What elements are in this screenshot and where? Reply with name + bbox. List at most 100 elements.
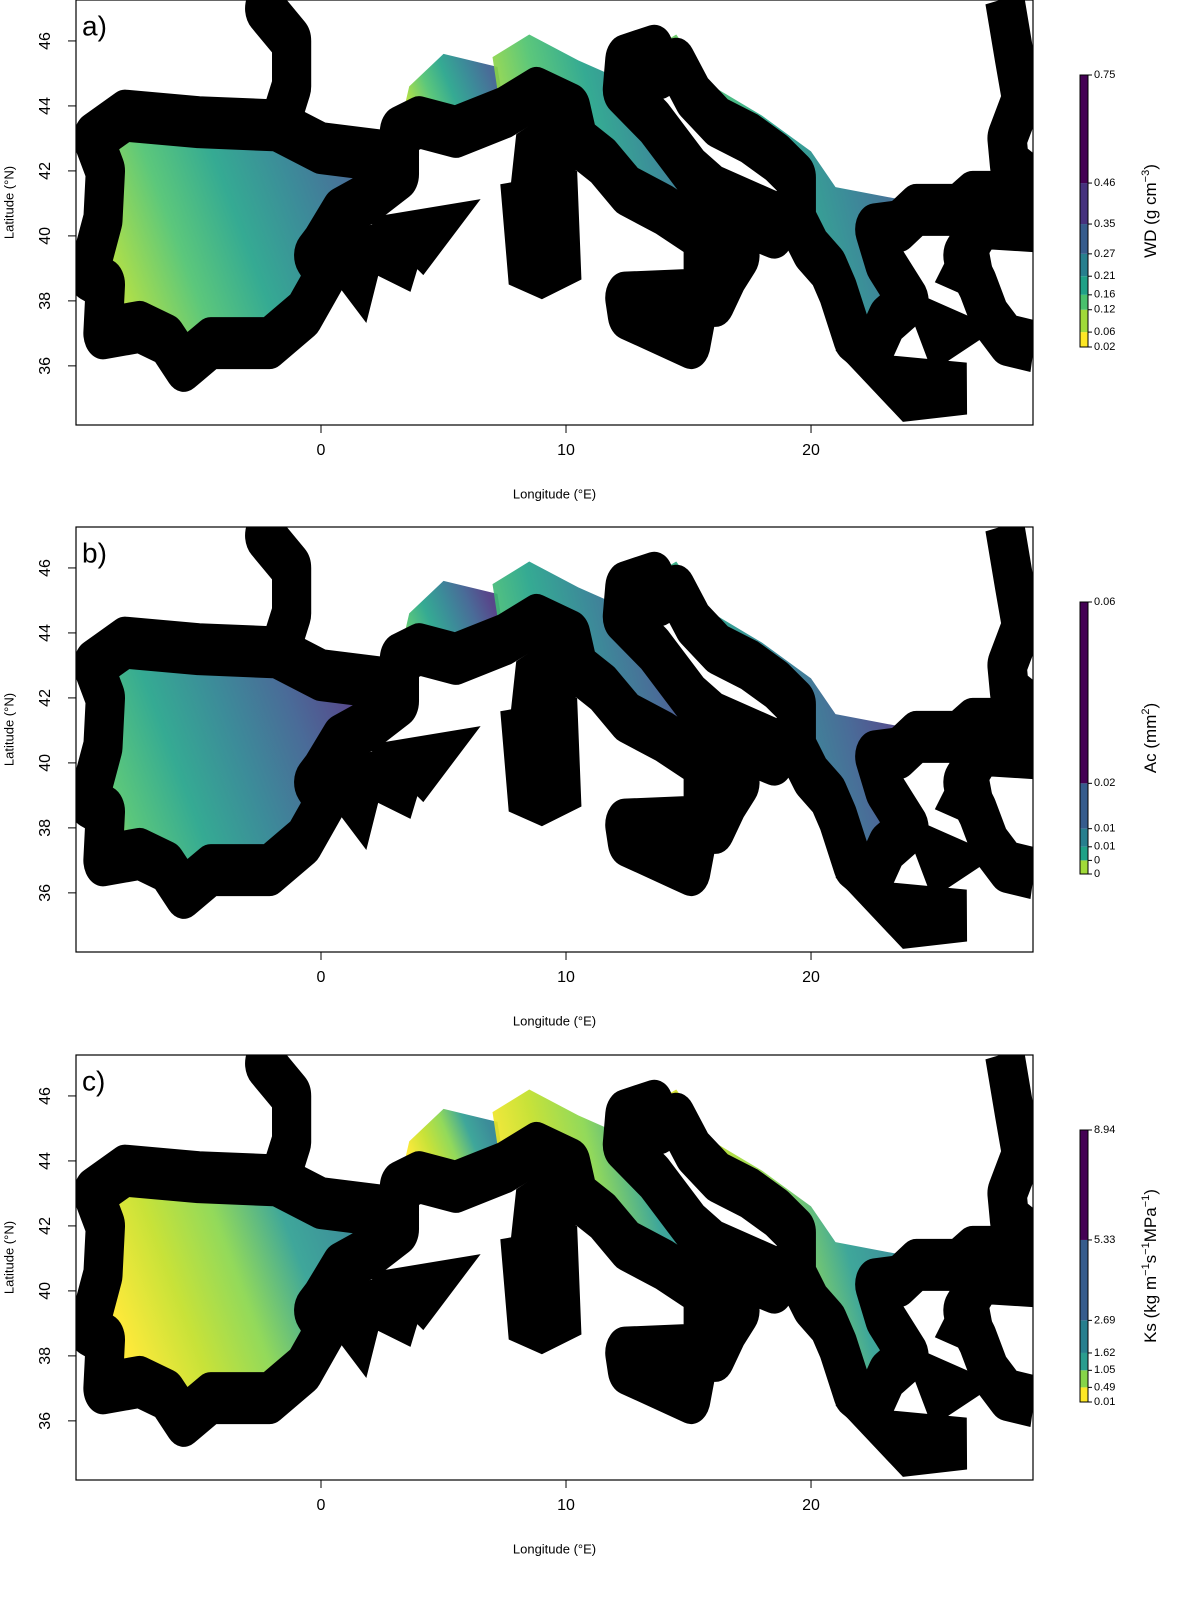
y-tick-label: 40 — [37, 1282, 54, 1300]
colorbar-segment — [1080, 828, 1088, 847]
colorbar-tick-label: 0.01 — [1094, 841, 1115, 853]
panel-label: c) — [82, 1065, 105, 1096]
colorbar-title: Ac (mm2) — [1140, 703, 1161, 773]
colorbar-tick-label: 0.21 — [1094, 270, 1115, 282]
colorbar-tick-label: 1.62 — [1094, 1347, 1115, 1359]
colorbar-tick-label: 1.05 — [1094, 1364, 1115, 1376]
colorbar-tick-label: 0.02 — [1094, 341, 1115, 353]
y-tick-label: 42 — [37, 689, 54, 707]
colorbar-tick-label: 0.01 — [1094, 1396, 1115, 1408]
colorbar-frame — [1079, 74, 1089, 348]
x-tick-label: 0 — [317, 969, 326, 986]
y-tick-label: 44 — [37, 97, 54, 115]
colorbar-title-part: MPa — [1141, 1207, 1160, 1243]
colorbar-tick-label: 0.46 — [1094, 177, 1115, 189]
colorbar-tick-label: 0 — [1094, 868, 1100, 880]
colorbar-title-part: WD (g cm — [1141, 182, 1160, 258]
colorbar-title-part: Ks (kg m — [1141, 1276, 1160, 1343]
y-tick-label: 46 — [37, 32, 54, 50]
colorbar-tick-label: 2.69 — [1094, 1314, 1115, 1326]
y-tick-label: 36 — [37, 884, 54, 902]
colorbar-tick-label: 0.49 — [1094, 1381, 1115, 1393]
x-tick-label: 20 — [802, 1497, 820, 1514]
colorbar-tick-label: 0.12 — [1094, 304, 1115, 316]
map-geometry — [88, 1054, 1034, 1450]
y-tick-label: 38 — [37, 1347, 54, 1365]
y-tick-label: 46 — [37, 559, 54, 577]
colorbar-segment — [1080, 1370, 1088, 1388]
y-tick-label: 36 — [37, 357, 54, 375]
y-tick-label: 38 — [37, 819, 54, 837]
colorbar-tick-label: 0.27 — [1094, 248, 1115, 260]
y-tick-label: 46 — [37, 1087, 54, 1105]
colorbar-title-part: ) — [1141, 703, 1160, 709]
colorbar-title: Ks (kg m−1s−1MPa−1) — [1140, 1189, 1161, 1343]
x-tick-label: 20 — [802, 442, 820, 459]
colorbar-tick-label: 8.94 — [1094, 1124, 1115, 1136]
x-axis-title: Longitude (°E) — [513, 486, 596, 501]
y-axis-title: Latitude (°N) — [1, 1221, 16, 1294]
colorbar-tick-label: 0.01 — [1094, 823, 1115, 835]
colorbar-title: WD (g cm−3) — [1140, 164, 1161, 258]
y-axis-title: Latitude (°N) — [1, 166, 16, 239]
colorbar-title-part: Ac (mm — [1141, 715, 1160, 774]
colorbar-segment — [1080, 846, 1088, 861]
x-axis-title: Longitude (°E) — [513, 1541, 596, 1556]
colorbar-title-part: ) — [1141, 1189, 1160, 1195]
colorbar-frame — [1079, 1129, 1089, 1403]
x-tick-label: 0 — [317, 1497, 326, 1514]
colorbar-segment — [1080, 1130, 1088, 1240]
colorbar-frame — [1079, 601, 1089, 875]
y-tick-label: 36 — [37, 1412, 54, 1430]
colorbar-tick-label: 5.33 — [1094, 1234, 1115, 1246]
panel-label: b) — [82, 537, 107, 568]
map-geometry — [88, 526, 1034, 922]
colorbar-segment — [1080, 309, 1088, 333]
y-axis-title: Latitude (°N) — [1, 693, 16, 766]
y-tick-label: 42 — [37, 162, 54, 180]
colorbar-tick-label: 0.16 — [1094, 289, 1115, 301]
colorbar-segment — [1080, 602, 1088, 784]
y-tick-label: 40 — [37, 754, 54, 772]
colorbar-tick-label: 0.75 — [1094, 69, 1115, 81]
map-geometry — [88, 0, 1034, 395]
colorbar-title-part: −1 — [1140, 1263, 1152, 1276]
map-panel — [88, 0, 1034, 395]
y-tick-label: 44 — [37, 1152, 54, 1170]
colorbar-tick-label: 0.02 — [1094, 777, 1115, 789]
plot-frame — [75, 1054, 1034, 1481]
colorbar-tick-label: 0 — [1094, 854, 1100, 866]
colorbar-segment — [1080, 183, 1088, 225]
panel-label: a) — [82, 10, 107, 41]
colorbar-tick-label: 0.35 — [1094, 218, 1115, 230]
map-panel — [88, 526, 1034, 922]
map-panel — [88, 1054, 1034, 1450]
y-tick-label: 44 — [37, 624, 54, 642]
x-tick-label: 10 — [557, 1497, 575, 1514]
y-tick-label: 38 — [37, 292, 54, 310]
colorbar-segment — [1080, 75, 1088, 184]
colorbar-segment — [1080, 1239, 1088, 1321]
colorbar-segment — [1080, 224, 1088, 254]
colorbar-title-part: 2 — [1140, 709, 1152, 715]
colorbar-segment — [1080, 253, 1088, 277]
colorbar-segment — [1080, 1320, 1088, 1353]
colorbar-title-part: −3 — [1140, 170, 1152, 183]
x-tick-label: 20 — [802, 969, 820, 986]
colorbar-title-part: ) — [1141, 164, 1160, 170]
y-tick-label: 42 — [37, 1217, 54, 1235]
plot-frame — [75, 0, 1034, 426]
colorbar-segment — [1080, 276, 1088, 295]
colorbar-segment — [1080, 783, 1088, 829]
colorbar-title-part: −1 — [1140, 1242, 1152, 1255]
colorbar-tick-label: 0.06 — [1094, 596, 1115, 608]
plot-frame — [75, 526, 1034, 953]
colorbar-tick-label: 0.06 — [1094, 326, 1115, 338]
colorbar-segment — [1080, 1352, 1088, 1371]
x-tick-label: 10 — [557, 969, 575, 986]
colorbar-segment — [1080, 1387, 1088, 1402]
colorbar-segment — [1080, 294, 1088, 310]
x-tick-label: 0 — [317, 442, 326, 459]
colorbar-title-part: −1 — [1140, 1195, 1152, 1208]
